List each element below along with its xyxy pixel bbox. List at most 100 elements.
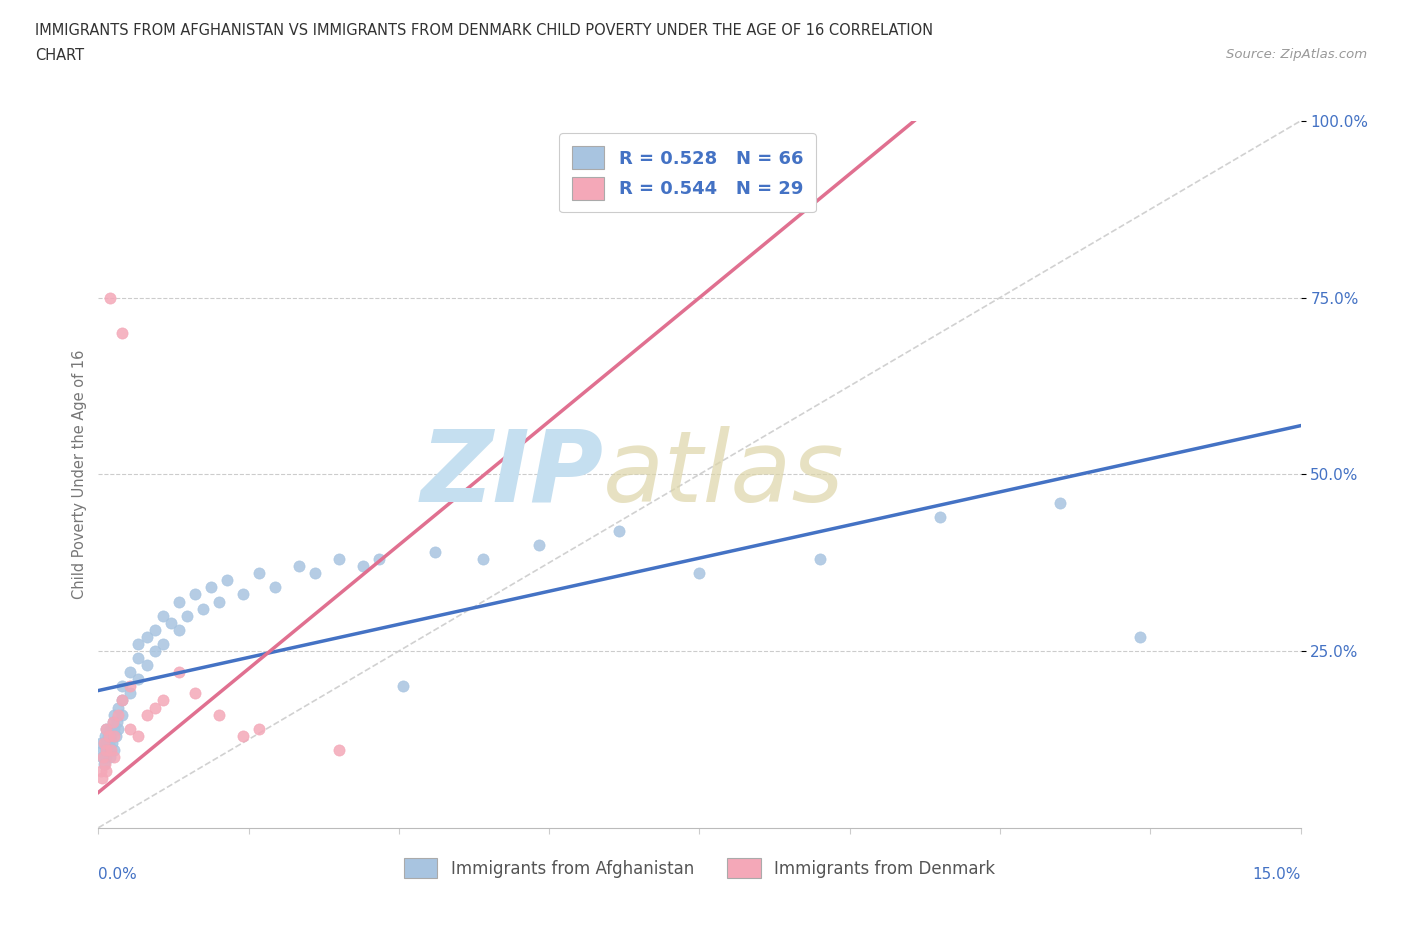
Point <box>100 722 122 737</box>
Point <box>423 545 446 560</box>
Point <box>472 551 495 566</box>
Point <box>304 565 326 580</box>
Text: 0.0%: 0.0% <box>98 867 138 882</box>
Point <box>100 290 122 305</box>
Point <box>100 742 122 757</box>
Point <box>94 728 117 743</box>
Point <box>91 742 114 757</box>
Point <box>609 524 631 538</box>
Point <box>328 742 350 757</box>
Point <box>128 671 150 686</box>
Point <box>94 750 117 764</box>
Point <box>143 622 166 637</box>
Point <box>101 714 124 729</box>
Point <box>135 707 157 722</box>
Point <box>529 538 551 552</box>
Point <box>98 742 121 757</box>
Point <box>368 551 391 566</box>
Point <box>167 622 190 637</box>
Point <box>120 665 142 680</box>
Point <box>111 693 134 708</box>
Point <box>1049 495 1071 510</box>
Point <box>208 594 231 609</box>
Point <box>929 510 952 525</box>
Point <box>143 700 166 715</box>
Point <box>91 750 114 764</box>
Point <box>152 693 174 708</box>
Point <box>352 559 374 574</box>
Point <box>167 665 190 680</box>
Point <box>1129 630 1152 644</box>
Point <box>103 707 125 722</box>
Point <box>247 722 270 737</box>
Point <box>105 714 128 729</box>
Point <box>96 742 118 757</box>
Point <box>90 736 112 751</box>
Point <box>103 728 125 743</box>
Point <box>128 651 150 666</box>
Point <box>94 736 117 751</box>
Point <box>183 686 205 701</box>
Point <box>135 658 157 672</box>
Point <box>101 736 124 751</box>
Point <box>808 551 831 566</box>
Point <box>191 601 214 616</box>
Point <box>288 559 311 574</box>
Point <box>105 728 128 743</box>
Point <box>103 722 125 737</box>
Point <box>232 587 254 602</box>
Point <box>135 630 157 644</box>
Text: 15.0%: 15.0% <box>1253 867 1301 882</box>
Text: IMMIGRANTS FROM AFGHANISTAN VS IMMIGRANTS FROM DENMARK CHILD POVERTY UNDER THE A: IMMIGRANTS FROM AFGHANISTAN VS IMMIGRANT… <box>35 23 934 38</box>
Point <box>128 636 150 651</box>
Point <box>97 736 120 751</box>
Point <box>96 722 118 737</box>
Point <box>120 722 142 737</box>
Point <box>107 722 129 737</box>
Text: Source: ZipAtlas.com: Source: ZipAtlas.com <box>1226 48 1367 61</box>
Point <box>103 750 125 764</box>
Point <box>111 326 134 340</box>
Point <box>215 573 238 588</box>
Point <box>200 580 222 595</box>
Point <box>143 644 166 658</box>
Point <box>107 707 129 722</box>
Point <box>120 686 142 701</box>
Point <box>90 764 112 778</box>
Point <box>91 771 114 786</box>
Point <box>328 551 350 566</box>
Point <box>97 728 120 743</box>
Point <box>159 616 181 631</box>
Text: ZIP: ZIP <box>420 426 603 523</box>
Point <box>97 728 120 743</box>
Text: CHART: CHART <box>35 48 84 63</box>
Point <box>111 707 134 722</box>
Point <box>111 679 134 694</box>
Point <box>107 700 129 715</box>
Point <box>688 565 710 580</box>
Point <box>167 594 190 609</box>
Text: atlas: atlas <box>603 426 845 523</box>
Point <box>100 728 122 743</box>
Point <box>96 764 118 778</box>
Point <box>128 728 150 743</box>
Point <box>91 750 114 764</box>
Legend: Immigrants from Afghanistan, Immigrants from Denmark: Immigrants from Afghanistan, Immigrants … <box>395 849 1004 886</box>
Point <box>183 587 205 602</box>
Point <box>152 608 174 623</box>
Point <box>93 757 115 772</box>
Point <box>100 750 122 764</box>
Point <box>96 750 118 764</box>
Point <box>263 580 285 595</box>
Point <box>101 714 124 729</box>
Point <box>232 728 254 743</box>
Point <box>93 736 115 751</box>
Point <box>111 693 134 708</box>
Point <box>96 742 118 757</box>
Point <box>152 636 174 651</box>
Point <box>247 565 270 580</box>
Point <box>94 757 117 772</box>
Point <box>96 722 118 737</box>
Y-axis label: Child Poverty Under the Age of 16: Child Poverty Under the Age of 16 <box>72 350 87 599</box>
Point <box>103 742 125 757</box>
